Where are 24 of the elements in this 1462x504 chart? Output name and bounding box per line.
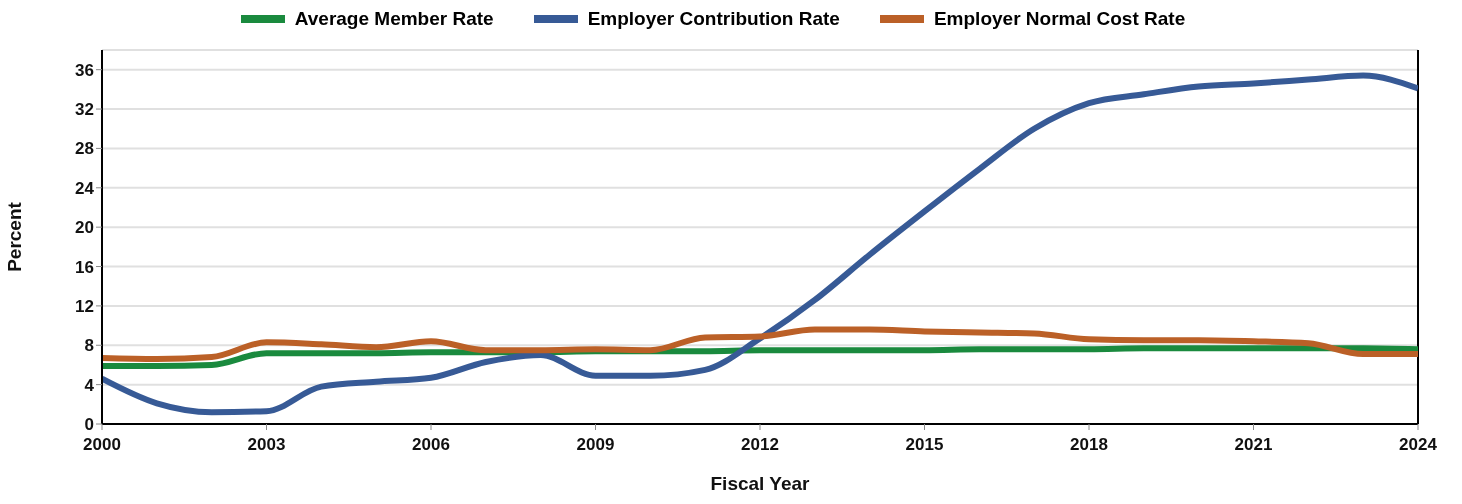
x-tick-label: 2015 xyxy=(905,435,944,455)
y-tick-label: 0 xyxy=(84,415,94,435)
y-tick-label: 36 xyxy=(75,60,94,80)
x-tick-label: 2021 xyxy=(1234,435,1273,455)
y-tick-label: 28 xyxy=(75,139,94,159)
y-tick-label: 12 xyxy=(75,296,94,316)
x-tick-label: 2000 xyxy=(83,435,121,455)
x-tick-label: 2006 xyxy=(412,435,450,455)
x-tick-label: 2024 xyxy=(1399,435,1438,455)
y-axis-title: Percent xyxy=(3,201,25,272)
y-tick-label: 32 xyxy=(75,100,94,120)
y-tick-label: 24 xyxy=(75,178,95,198)
y-tick-label: 16 xyxy=(75,257,94,277)
x-tick-label: 2012 xyxy=(741,435,779,455)
y-tick-label: 20 xyxy=(75,218,94,238)
x-axis-title: Fiscal Year xyxy=(710,473,811,494)
y-tick-label: 8 xyxy=(84,336,94,356)
legend-label: Employer Normal Cost Rate xyxy=(933,8,1186,30)
legend-label: Employer Contribution Rate xyxy=(587,8,840,30)
legend-label: Average Member Rate xyxy=(294,8,494,30)
x-tick-label: 2018 xyxy=(1070,435,1108,455)
y-tick-label: 4 xyxy=(84,375,95,395)
x-tick-label: 2003 xyxy=(247,435,286,455)
x-tick-label: 2009 xyxy=(576,435,615,455)
